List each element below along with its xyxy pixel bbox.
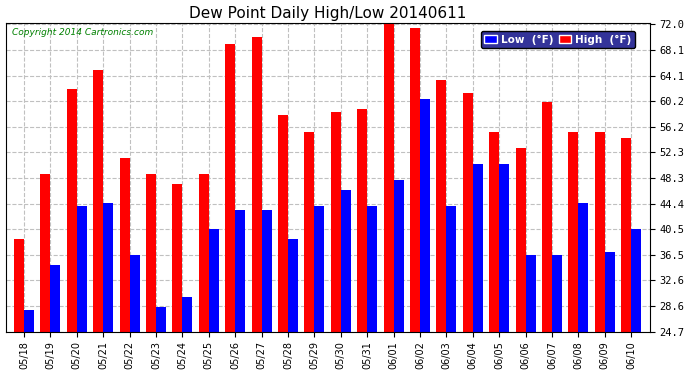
Bar <box>14 239 24 375</box>
Bar <box>24 310 34 375</box>
Bar <box>393 180 404 375</box>
Bar <box>146 174 156 375</box>
Bar <box>119 158 130 375</box>
Bar <box>446 206 457 375</box>
Bar <box>552 255 562 375</box>
Text: Copyright 2014 Cartronics.com: Copyright 2014 Cartronics.com <box>12 28 153 37</box>
Bar <box>199 174 209 375</box>
Bar <box>315 206 324 375</box>
Bar <box>410 28 420 375</box>
Bar <box>420 99 430 375</box>
Bar <box>50 265 61 375</box>
Bar <box>341 190 351 375</box>
Bar <box>278 116 288 375</box>
Bar <box>569 132 578 375</box>
Bar <box>252 38 262 375</box>
Bar <box>605 252 615 375</box>
Bar <box>156 307 166 375</box>
Bar <box>235 210 245 375</box>
Bar <box>489 132 500 375</box>
Title: Dew Point Daily High/Low 20140611: Dew Point Daily High/Low 20140611 <box>189 6 466 21</box>
Bar <box>225 44 235 375</box>
Bar <box>578 203 589 375</box>
Bar <box>209 229 219 375</box>
Bar <box>384 24 393 375</box>
Bar <box>526 255 535 375</box>
Bar <box>67 89 77 375</box>
Bar <box>331 112 341 375</box>
Bar <box>621 138 631 375</box>
Bar <box>172 183 182 375</box>
Bar <box>130 255 139 375</box>
Bar <box>500 164 509 375</box>
Bar <box>367 206 377 375</box>
Bar <box>262 210 272 375</box>
Bar <box>595 132 605 375</box>
Bar <box>463 93 473 375</box>
Bar <box>357 109 367 375</box>
Bar <box>104 203 113 375</box>
Bar <box>288 239 298 375</box>
Bar <box>93 70 104 375</box>
Bar <box>77 206 87 375</box>
Bar <box>631 229 641 375</box>
Bar <box>304 132 315 375</box>
Bar <box>41 174 50 375</box>
Bar <box>473 164 483 375</box>
Bar <box>182 297 193 375</box>
Legend: Low  (°F), High  (°F): Low (°F), High (°F) <box>482 32 635 48</box>
Bar <box>436 80 446 375</box>
Bar <box>542 102 552 375</box>
Bar <box>515 148 526 375</box>
